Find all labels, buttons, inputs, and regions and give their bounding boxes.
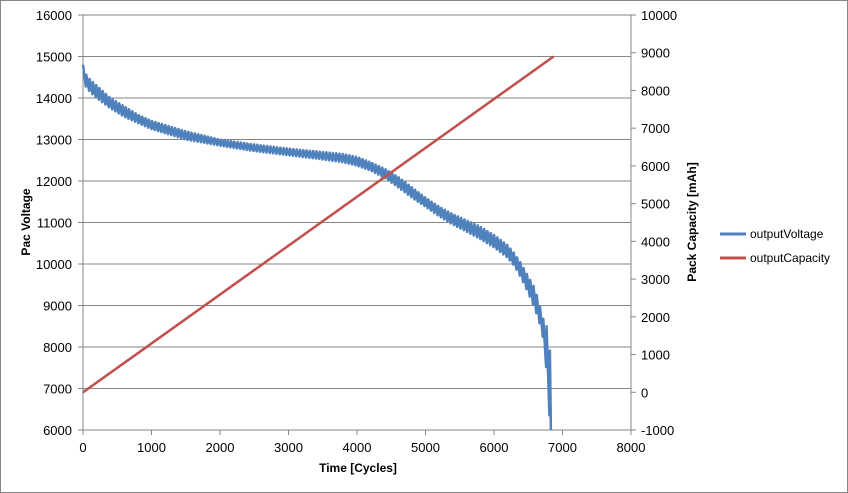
x-tick-label: 1000 (137, 440, 166, 455)
y-left-tick-label: 8000 (43, 340, 72, 355)
x-tick-label: 4000 (343, 440, 372, 455)
y-left-tick-label: 16000 (36, 8, 72, 23)
x-axis-title: Time [Cycles] (319, 461, 397, 475)
y-right-tick-label: 6000 (641, 159, 670, 174)
legend-label-capacity: outputCapacity (750, 251, 830, 265)
y-left-tick-label: 14000 (36, 91, 72, 106)
x-tick-label: 5000 (411, 440, 440, 455)
y-axis-left-title: Pac Voltage (19, 188, 33, 255)
x-tick-label: 7000 (548, 440, 577, 455)
y-right-tick-label: 2000 (641, 310, 670, 325)
x-tick-label: 8000 (617, 440, 646, 455)
y-left-tick-label: 15000 (36, 50, 72, 65)
y-right-tick-label: 1000 (641, 348, 670, 363)
y-right-tick-label: 7000 (641, 121, 670, 136)
y-right-tick-label: 9000 (641, 46, 670, 61)
x-tick-label: 6000 (480, 440, 509, 455)
y-right-tick-label: 0 (641, 385, 648, 400)
y-right-tick-label: 8000 (641, 83, 670, 98)
axes (78, 14, 636, 435)
y-right-tick-label: 3000 (641, 272, 670, 287)
x-tick-label: 2000 (206, 440, 235, 455)
series-line-outputVoltage (81, 64, 553, 431)
y-right-tick-label: -1000 (641, 423, 674, 438)
y-axis-right-title: Pack Capacity [mAh] (685, 162, 699, 281)
legend-label-voltage: outputVoltage (750, 227, 824, 241)
y-right-tick-label: 5000 (641, 197, 670, 212)
y-left-tick-label: 7000 (43, 382, 72, 397)
series-line-outputCapacity (82, 55, 555, 394)
y-right-tick-label: 4000 (641, 234, 670, 249)
y-right-tick-label: 10000 (641, 8, 677, 23)
legend: outputVoltage outputCapacity (720, 227, 830, 265)
y-left-tick-label: 9000 (43, 299, 72, 314)
gridlines (83, 14, 631, 389)
tick-labels: 0 1000 2000 3000 4000 5000 6000 7000 8000 6000 700… (36, 8, 677, 455)
y-left-tick-label: 6000 (43, 423, 72, 438)
y-left-tick-label: 11000 (37, 216, 72, 231)
y-left-tick-label: 13000 (36, 133, 72, 148)
x-tick-label: 0 (79, 440, 86, 455)
series-group (81, 55, 555, 431)
y-left-tick-label: 10000 (36, 257, 72, 272)
x-tick-label: 3000 (274, 440, 303, 455)
y-left-tick-label: 12000 (36, 174, 72, 189)
